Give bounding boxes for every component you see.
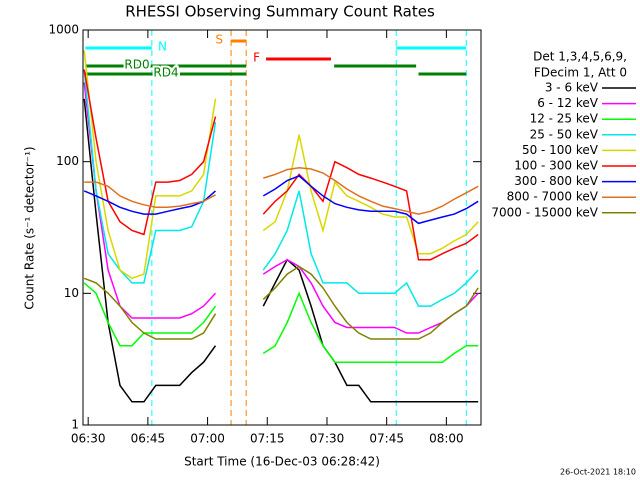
x-tick-label: 07:15 — [250, 432, 285, 446]
legend-label: 12 - 25 keV — [530, 112, 599, 126]
series-line — [83, 50, 217, 280]
series-line — [83, 98, 217, 403]
series-line — [263, 166, 479, 215]
legend-label: 800 - 7000 keV — [507, 190, 599, 204]
series-line — [262, 265, 479, 340]
x-tick-label: 07:00 — [190, 432, 225, 446]
series-line — [262, 258, 479, 403]
legend-header: FDecim 1, Att 0 — [534, 66, 627, 80]
series-line — [83, 277, 217, 340]
legend-label: 100 - 300 keV — [514, 159, 598, 173]
series-line — [262, 291, 479, 363]
chart-title: RHESSI Observing Summary Count Rates — [125, 3, 435, 21]
series-line — [84, 181, 216, 209]
legend-label: 7000 - 15000 keV — [491, 205, 598, 219]
x-tick-label: 08:00 — [429, 432, 464, 446]
flag-label: F — [253, 51, 260, 65]
legend-label: 3 - 6 keV — [545, 81, 599, 95]
series-line — [83, 190, 216, 215]
x-tick-label: 07:45 — [369, 432, 404, 446]
series-line — [83, 82, 217, 319]
y-tick-label: 10 — [64, 286, 79, 300]
flag-label: N — [158, 40, 167, 54]
x-tick-label: 07:30 — [310, 432, 345, 446]
footer: 26-Oct-2021 18:10 — [560, 468, 636, 477]
x-tick-label: 06:30 — [71, 432, 106, 446]
legend-label: 6 - 12 keV — [537, 96, 599, 110]
legend-label: 25 - 50 keV — [530, 127, 599, 141]
x-tick-label: 06:45 — [131, 432, 166, 446]
legend-label: 300 - 800 keV — [514, 174, 598, 188]
series-line — [83, 282, 217, 347]
flag-label: S — [215, 33, 223, 47]
y-tick-label: 1000 — [48, 23, 79, 37]
x-axis-label: Start Time (16-Dec-03 06:28:42) — [184, 455, 380, 469]
flag-label: RD0 — [124, 58, 149, 72]
series-line — [262, 134, 479, 255]
series-line — [262, 175, 479, 225]
y-tick-label: 100 — [56, 154, 79, 168]
series-line — [83, 69, 217, 284]
plot-frame — [82, 29, 482, 426]
series-line — [83, 69, 217, 236]
legend-label: 50 - 100 keV — [522, 143, 599, 157]
legend-header: Det 1,3,4,5,6,9, — [533, 50, 627, 64]
series-line — [262, 190, 479, 307]
y-tick-label: 1 — [71, 418, 79, 432]
series-line — [262, 160, 479, 261]
flag-label: RD4 — [153, 66, 178, 80]
y-axis-label: Count Rate (s⁻¹ detector⁻¹) — [23, 146, 37, 309]
